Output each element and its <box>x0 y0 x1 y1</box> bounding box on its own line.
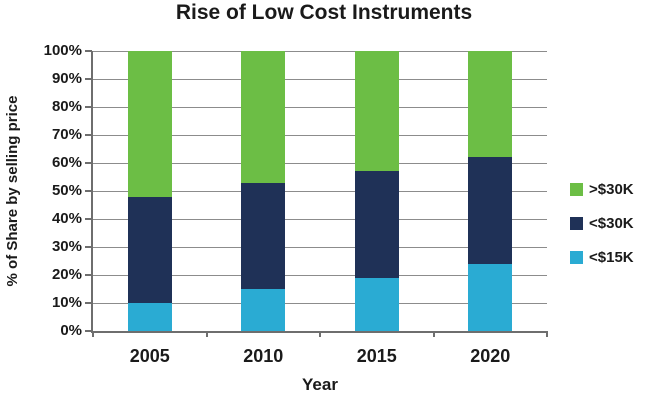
y-tick-mark-100 <box>85 50 92 52</box>
gridline-30 <box>93 246 547 248</box>
bar-2010 <box>241 51 286 331</box>
y-tick-mark-10 <box>85 302 92 304</box>
y-tick-label-100: 100% <box>43 42 82 59</box>
legend-label-lt-15k: <$15K <box>589 249 634 266</box>
y-tick-label-30: 30% <box>51 238 82 255</box>
x-tick-label-2005: 2005 <box>129 346 170 366</box>
y-tick-mark-0 <box>85 330 92 332</box>
gridline-90 <box>93 78 547 80</box>
bar-2020-segment-lt-30k <box>468 157 513 264</box>
legend-item-lt-15k: <$15K <box>570 249 634 266</box>
gridline-50 <box>93 190 547 192</box>
x-tick-mark-2 <box>319 331 321 337</box>
legend-label-gt-30k: >$30K <box>589 181 634 198</box>
x-tick-label-2015: 2015 <box>356 346 397 366</box>
y-tick-label-70: 70% <box>51 126 82 143</box>
bar-2020-segment-gt-30k <box>468 51 513 158</box>
y-tick-mark-30 <box>85 246 92 248</box>
y-tick-label-80: 80% <box>51 98 82 115</box>
x-axis-labels: 2005 2010 2015 2020 <box>93 346 547 367</box>
gridline-10 <box>93 302 547 304</box>
legend-swatch-lt-30k <box>570 217 583 230</box>
bar-2015 <box>354 51 399 331</box>
y-tick-label-90: 90% <box>51 70 82 87</box>
bar-2005-segment-lt-15k <box>127 303 172 331</box>
gridline-40 <box>93 218 547 220</box>
y-tick-label-20: 20% <box>51 266 82 283</box>
legend-item-lt-30k: <$30K <box>570 215 634 232</box>
bar-2005 <box>127 51 172 331</box>
category-column-2010 <box>207 51 321 331</box>
gridline-20 <box>93 274 547 276</box>
bar-2020 <box>468 51 513 331</box>
x-tick-mark-1 <box>205 331 208 337</box>
bar-2015-segment-lt-30k <box>354 171 399 278</box>
x-tick-label-2010: 2010 <box>243 346 284 366</box>
y-tick-mark-70 <box>85 134 92 136</box>
legend-swatch-lt-15k <box>570 251 583 264</box>
legend-item-gt-30k: >$30K <box>570 181 634 198</box>
y-tick-mark-80 <box>85 106 92 108</box>
y-tick-label-0: 0% <box>60 322 82 339</box>
x-tick-mark-0 <box>92 331 94 337</box>
y-tick-mark-40 <box>85 218 92 220</box>
y-tick-mark-90 <box>85 78 92 80</box>
gridline-60 <box>93 162 547 164</box>
x-tick-mark-3 <box>432 331 435 337</box>
y-tick-mark-20 <box>85 274 92 276</box>
bar-2020-segment-lt-15k <box>468 263 513 331</box>
legend-swatch-gt-30k <box>570 183 583 196</box>
gridline-70 <box>93 134 547 136</box>
bar-2005-segment-lt-30k <box>127 196 172 303</box>
legend-label-lt-30k: <$30K <box>589 215 634 232</box>
y-tick-mark-60 <box>85 162 92 164</box>
y-tick-label-10: 10% <box>51 294 82 311</box>
bar-2010-segment-gt-30k <box>241 51 286 183</box>
bar-2015-segment-lt-15k <box>354 277 399 331</box>
category-column-2005 <box>93 51 207 331</box>
bar-2010-segment-lt-30k <box>241 182 286 289</box>
category-column-2015 <box>320 51 434 331</box>
gridline-80 <box>93 106 547 108</box>
gridline-100 <box>93 50 547 52</box>
bar-2015-segment-gt-30k <box>354 51 399 172</box>
x-axis-title: Year <box>302 375 338 394</box>
y-tick-label-60: 60% <box>51 154 82 171</box>
y-tick-label-50: 50% <box>51 182 82 199</box>
plot-area <box>91 50 547 333</box>
bar-2005-segment-gt-30k <box>127 51 172 197</box>
bars-layer <box>93 51 547 331</box>
x-tick-mark-4 <box>546 331 548 337</box>
chart-title: Rise of Low Cost Instruments <box>175 1 473 24</box>
y-tick-mark-50 <box>85 190 92 192</box>
y-tick-label-40: 40% <box>51 210 82 227</box>
category-column-2020 <box>434 51 548 331</box>
x-tick-label-2020: 2020 <box>470 346 511 366</box>
bar-2010-segment-lt-15k <box>241 289 286 331</box>
legend: >$30K <$30K <$15K <box>570 181 634 266</box>
